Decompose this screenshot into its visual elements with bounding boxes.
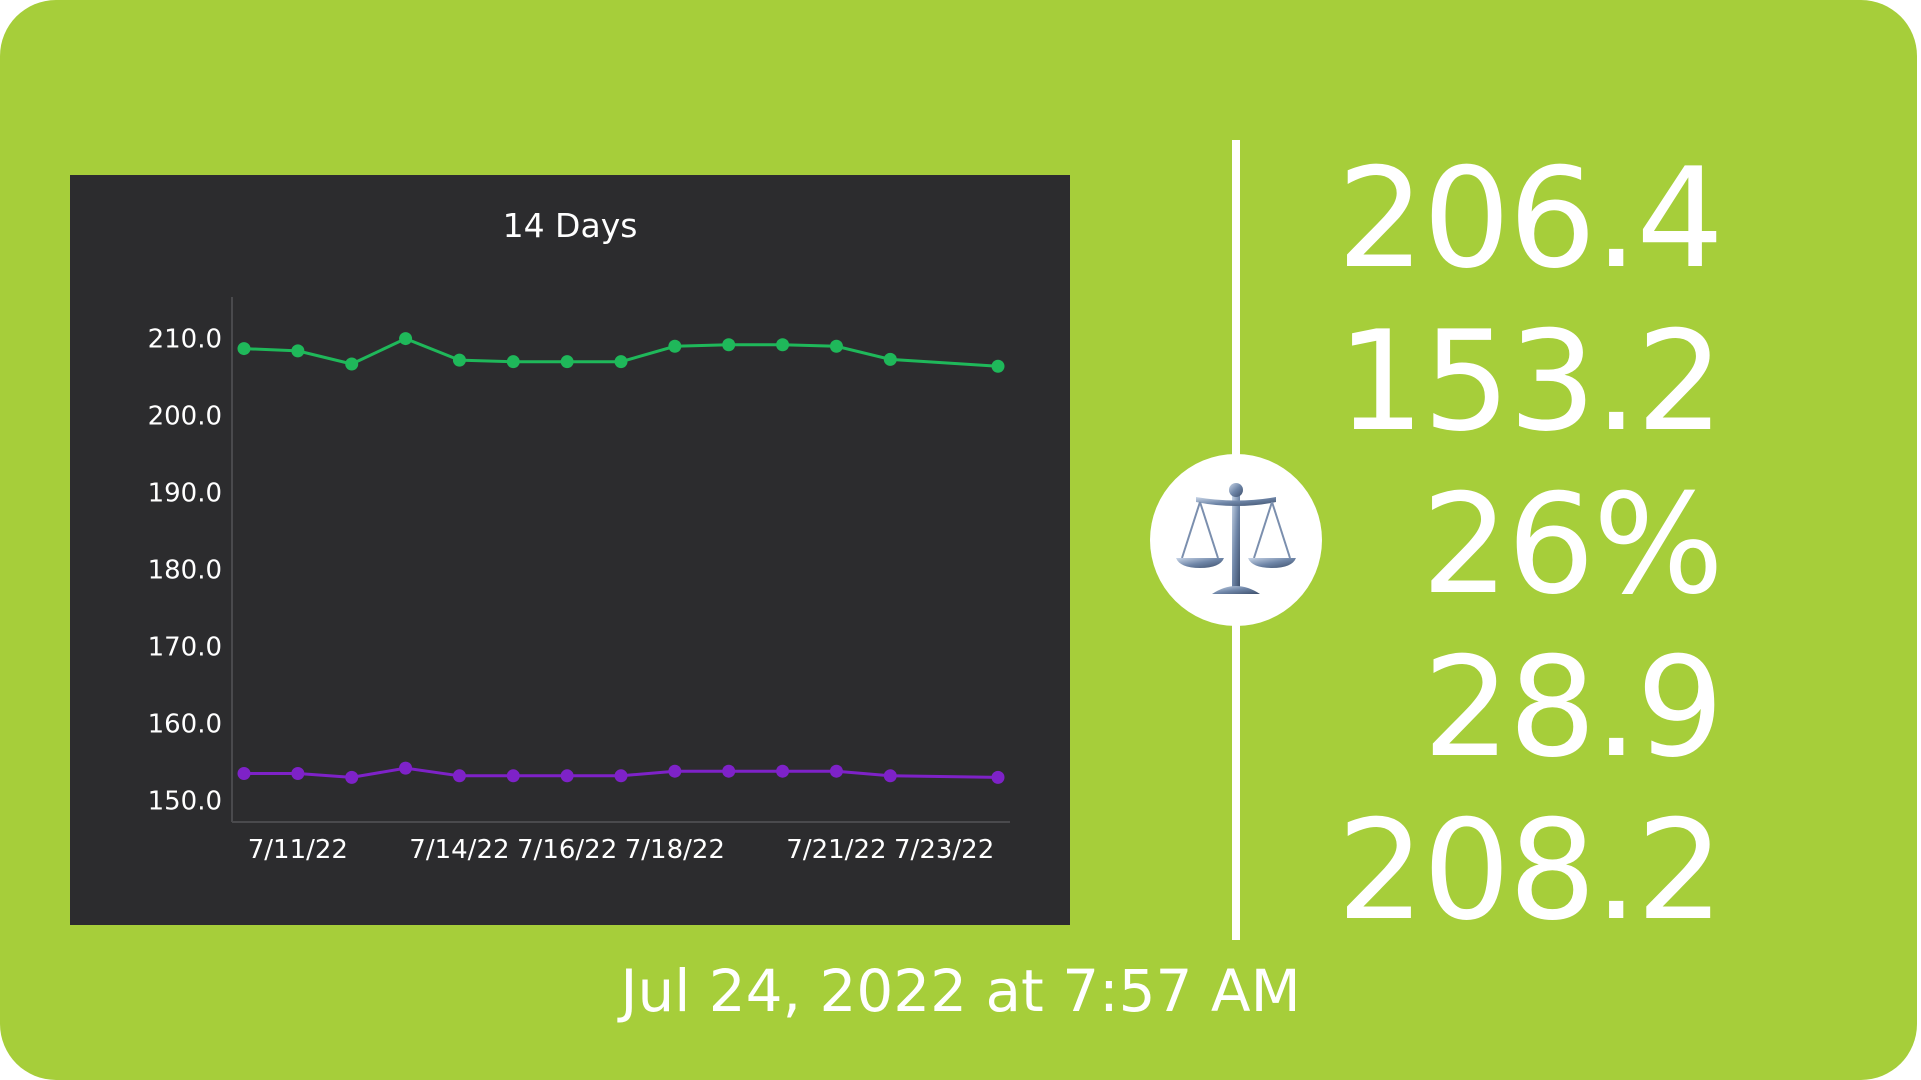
stat-value-1: 206.4 bbox=[1336, 138, 1724, 299]
data-point bbox=[399, 332, 413, 346]
data-point bbox=[345, 770, 359, 784]
data-point bbox=[829, 764, 843, 778]
data-point bbox=[829, 339, 843, 353]
x-tick-label: 7/23/22 bbox=[894, 835, 994, 865]
y-tick-label: 190.0 bbox=[148, 479, 222, 509]
y-tick-label: 210.0 bbox=[148, 325, 222, 355]
y-tick-label: 170.0 bbox=[148, 632, 222, 662]
chart-panel: 14 Days 150.0 160.0 170.0 180.0 190.0 200.0 21… bbox=[70, 175, 1070, 925]
x-tick-label: 7/11/22 bbox=[248, 835, 348, 865]
data-point bbox=[506, 769, 520, 783]
data-point bbox=[991, 359, 1005, 373]
series-line-2 bbox=[244, 766, 999, 779]
balance-scale-icon bbox=[1176, 483, 1296, 594]
data-point bbox=[776, 764, 790, 778]
data-point bbox=[668, 339, 682, 353]
stat-value-4: 28.9 bbox=[1422, 627, 1724, 788]
series-line-1 bbox=[243, 336, 999, 368]
y-tick-label: 160.0 bbox=[148, 709, 222, 739]
y-tick-label: 150.0 bbox=[148, 786, 222, 816]
data-point bbox=[722, 338, 736, 352]
y-tick-label: 180.0 bbox=[148, 556, 222, 586]
chart-title: 14 Days bbox=[503, 206, 638, 245]
x-tick-label: 7/18/22 bbox=[625, 835, 725, 865]
data-point bbox=[506, 355, 520, 369]
data-point bbox=[883, 769, 897, 783]
data-point bbox=[452, 353, 466, 367]
data-point bbox=[991, 770, 1005, 784]
data-point bbox=[560, 355, 574, 369]
stat-value-3: 26% bbox=[1421, 464, 1724, 625]
data-point bbox=[345, 357, 359, 371]
data-point bbox=[237, 342, 251, 356]
x-tick-label: 7/16/22 bbox=[517, 835, 617, 865]
x-tick-label: 7/21/22 bbox=[786, 835, 886, 865]
divider-line-top bbox=[1232, 140, 1240, 470]
timestamp: Jul 24, 2022 at 7:57 AM bbox=[620, 957, 1301, 1025]
data-point bbox=[237, 767, 251, 781]
weight-trend-chart: 14 Days 150.0 160.0 170.0 180.0 190.0 200.0 21… bbox=[148, 206, 1010, 865]
data-point bbox=[883, 352, 897, 366]
data-point bbox=[668, 764, 682, 778]
x-tick-label: 7/14/22 bbox=[409, 835, 509, 865]
data-point bbox=[776, 338, 790, 352]
data-point bbox=[560, 769, 574, 783]
data-point bbox=[452, 769, 466, 783]
stat-value-2: 153.2 bbox=[1336, 301, 1724, 462]
data-point bbox=[614, 355, 628, 369]
scale-badge bbox=[1150, 454, 1322, 626]
data-point bbox=[399, 761, 413, 775]
plot-layer: 150.0 160.0 170.0 180.0 190.0 200.0 210.0 7/11/… bbox=[148, 325, 1005, 865]
divider-line-bottom bbox=[1232, 610, 1240, 940]
stat-value-5: 208.2 bbox=[1336, 790, 1724, 951]
data-point bbox=[722, 764, 736, 778]
data-point bbox=[614, 769, 628, 783]
data-point bbox=[291, 344, 305, 358]
y-tick-label: 200.0 bbox=[148, 402, 222, 432]
data-point bbox=[291, 767, 305, 781]
